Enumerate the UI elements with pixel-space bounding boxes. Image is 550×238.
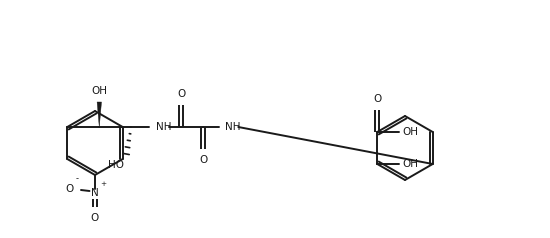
Text: +: + [101,182,107,188]
Text: OH: OH [402,127,419,137]
Text: N: N [91,188,99,198]
Text: O: O [91,213,99,223]
Text: NH: NH [226,122,241,132]
Text: HO: HO [108,160,124,170]
Text: -: - [76,174,79,183]
Text: OH: OH [91,86,107,96]
Text: O: O [66,184,74,194]
Text: NH: NH [156,122,172,132]
Polygon shape [97,102,102,127]
Text: O: O [199,155,207,165]
Text: O: O [373,94,381,104]
Text: OH: OH [402,159,419,169]
Text: O: O [177,89,185,99]
